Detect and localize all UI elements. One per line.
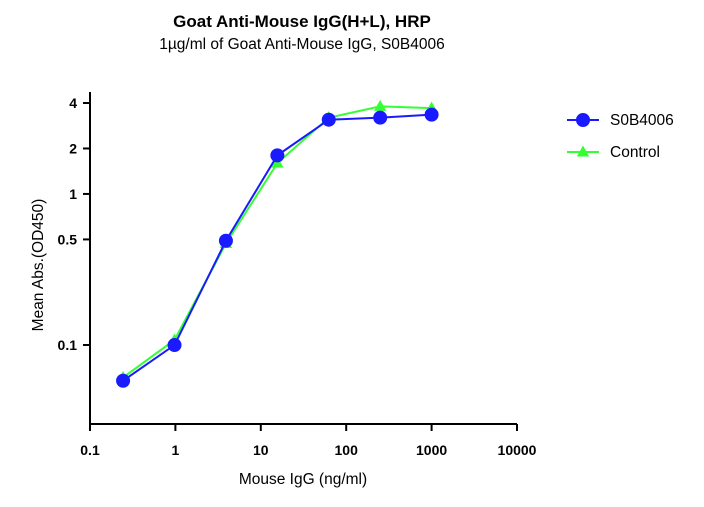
x-tick-label: 100 <box>335 442 359 458</box>
data-point-s0b4006 <box>424 107 439 122</box>
y-tick-label: 4 <box>69 95 77 111</box>
x-tick-label: 10000 <box>498 442 537 458</box>
x-axis-label: Mouse IgG (ng/ml) <box>239 471 367 488</box>
data-point-s0b4006 <box>167 338 182 353</box>
axes <box>89 92 517 425</box>
data-point-s0b4006 <box>218 233 233 248</box>
y-tick-label: 2 <box>69 140 77 156</box>
data-point-s0b4006 <box>116 373 131 388</box>
legend-marker-s0b4006 <box>576 113 590 127</box>
chart-subtitle: 1µg/ml of Goat Anti-Mouse IgG, S0B4006 <box>159 36 445 53</box>
legend-marker-control <box>576 145 590 157</box>
y-tick-label: 0.5 <box>58 231 78 247</box>
legend-label-control: Control <box>610 144 660 161</box>
x-tick-label: 1000 <box>416 442 447 458</box>
y-ticks: 0.1 0.5 1 2 4 <box>58 95 90 353</box>
y-axis-label: Mean Abs.(OD450) <box>30 199 47 332</box>
data-point-s0b4006 <box>270 148 285 163</box>
series-group <box>116 99 439 388</box>
y-tick-label: 1 <box>69 186 77 202</box>
data-point-s0b4006 <box>321 112 336 127</box>
data-point-s0b4006 <box>373 110 388 125</box>
legend-label-s0b4006: S0B4006 <box>610 112 674 129</box>
x-tick-label: 0.1 <box>80 442 100 458</box>
data-point-control <box>374 99 387 111</box>
x-tick-label: 1 <box>172 442 180 458</box>
y-tick-label: 0.1 <box>58 337 78 353</box>
x-ticks: 0.1 1 10 100 1000 10000 <box>80 424 537 458</box>
series-line-control <box>122 105 432 379</box>
chart-title: Goat Anti-Mouse IgG(H+L), HRP <box>173 12 431 31</box>
legend: S0B4006 Control <box>567 112 674 161</box>
x-tick-label: 10 <box>253 442 269 458</box>
